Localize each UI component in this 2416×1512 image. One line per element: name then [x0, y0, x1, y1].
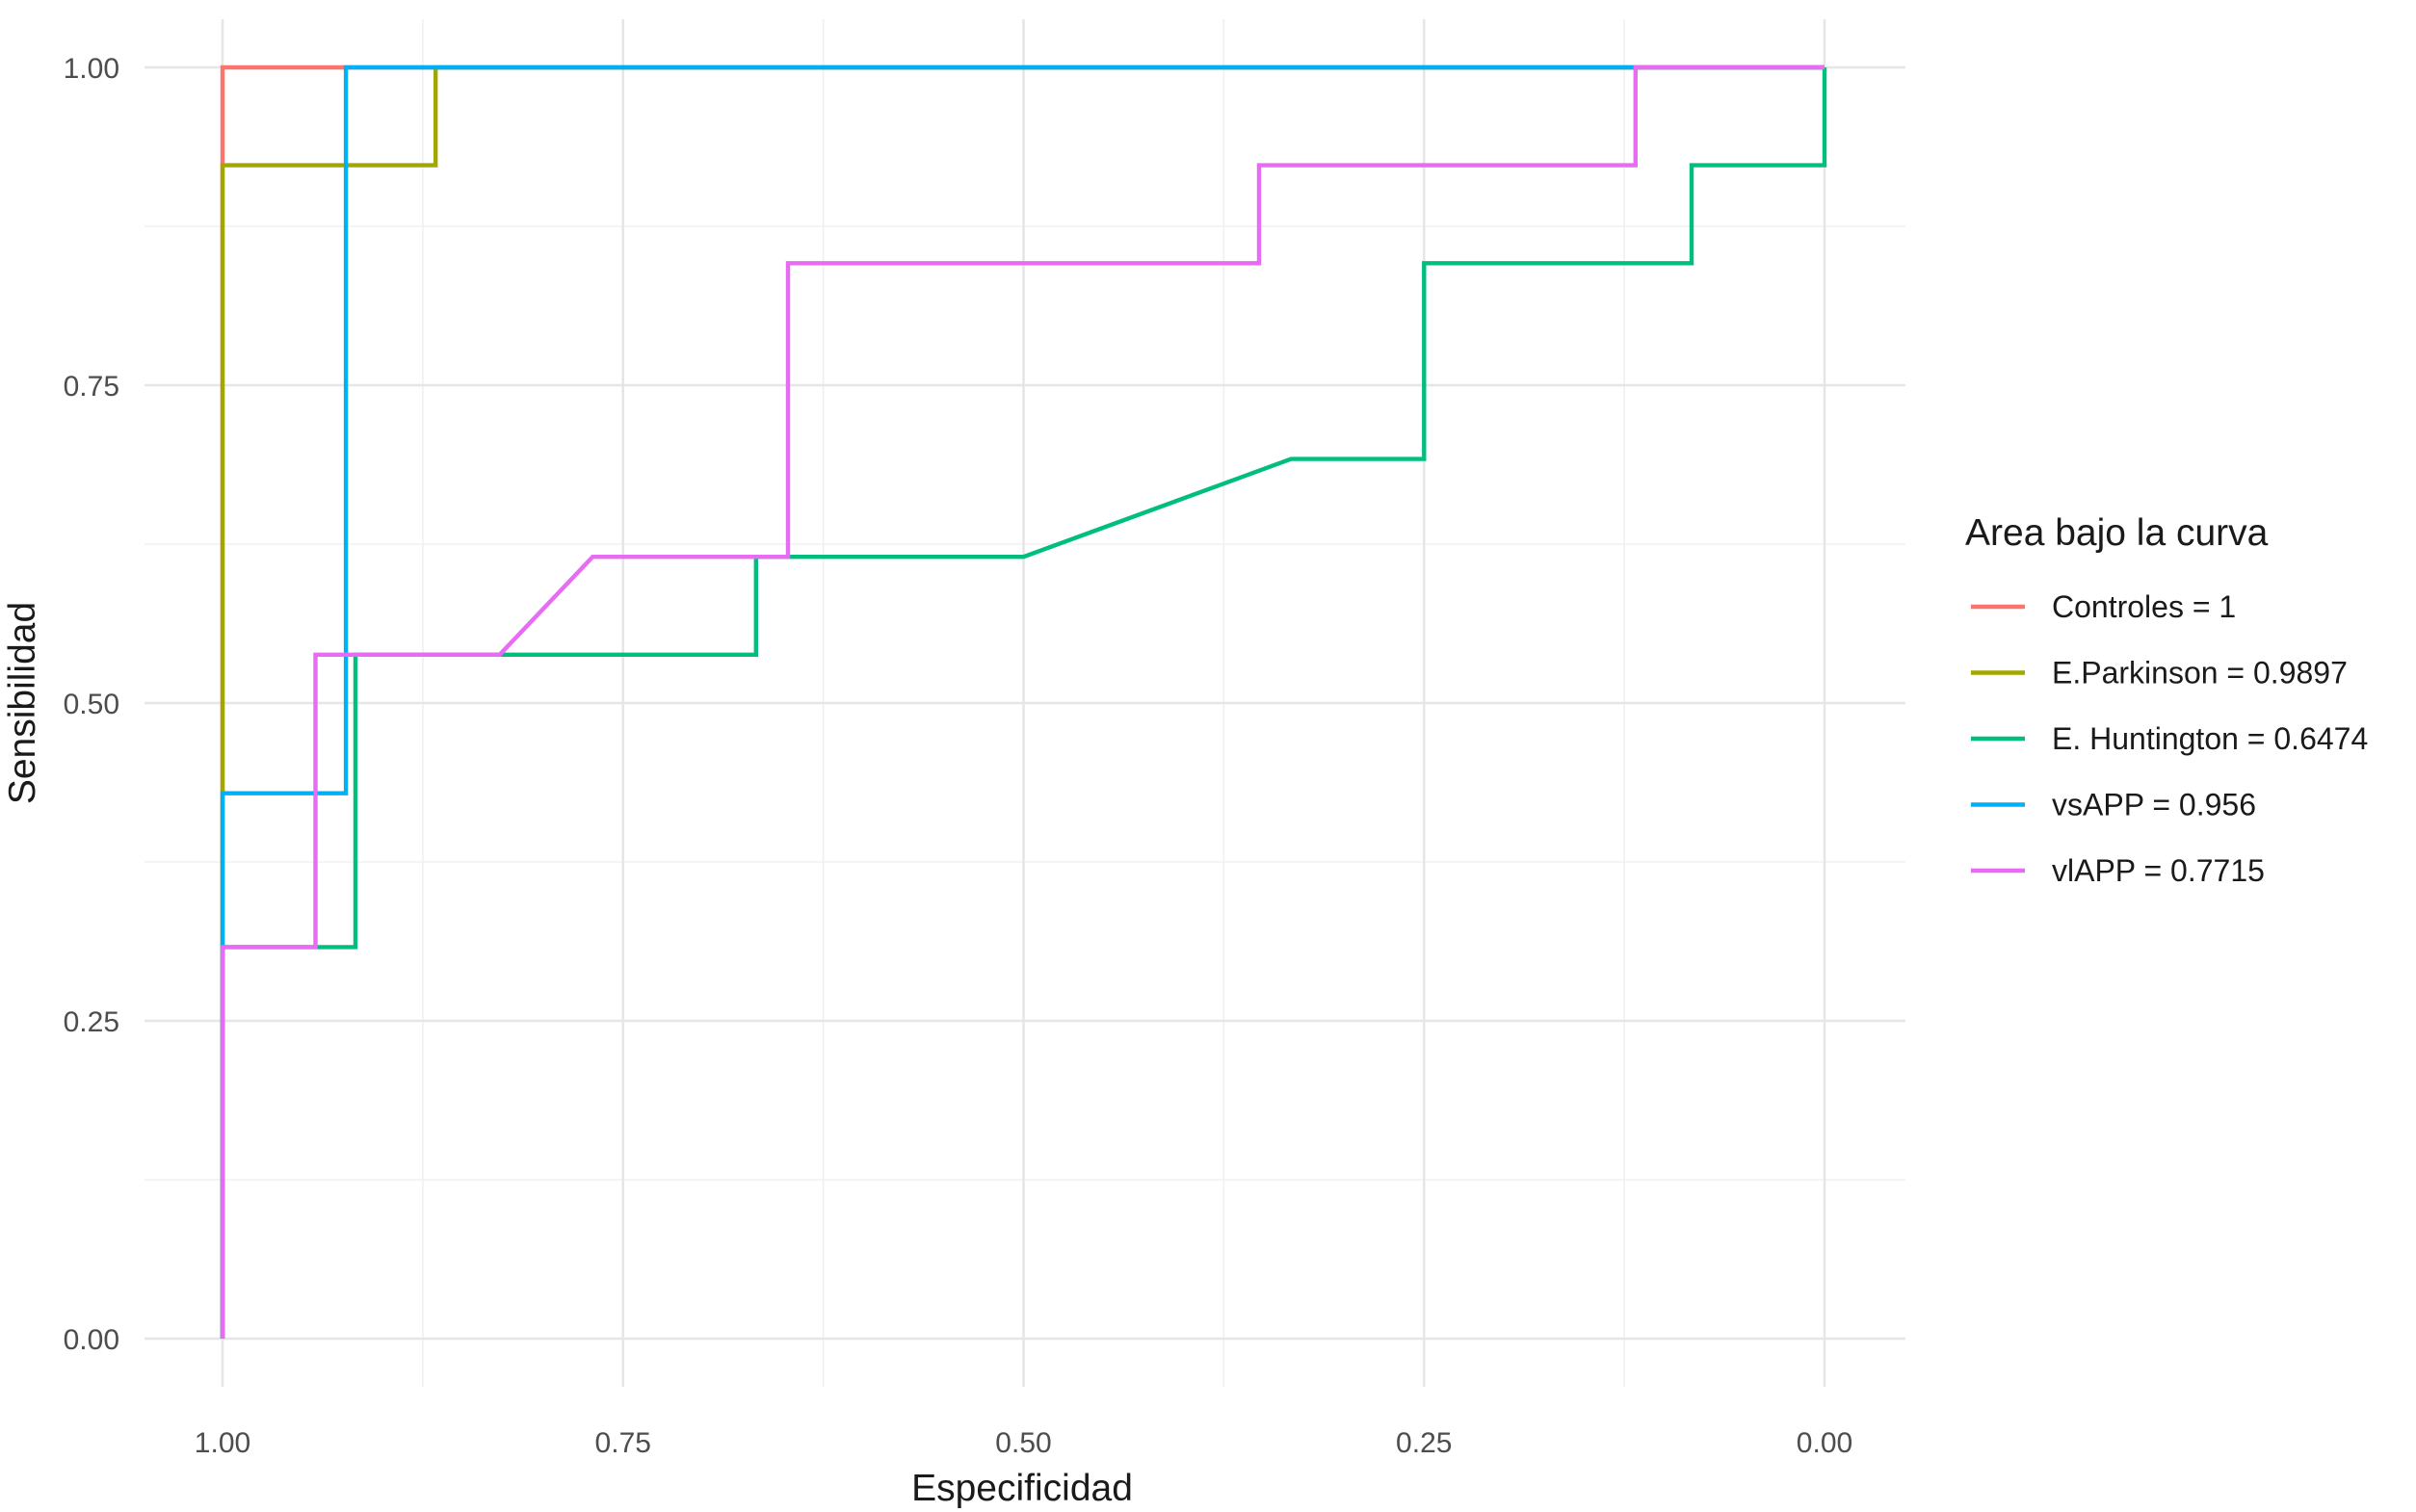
x-tick-labels: 1.00 0.75 0.50 0.25 0.00	[195, 1427, 1852, 1459]
series-lines	[220, 65, 1827, 1339]
y-tick-label: 0.25	[64, 1006, 119, 1038]
x-tick-label: 1.00	[195, 1427, 250, 1459]
y-tick-label: 1.00	[64, 53, 119, 85]
y-tick-label: 0.00	[64, 1324, 119, 1356]
y-axis-title: Sensibilidad	[2, 602, 43, 804]
x-tick-label: 0.75	[595, 1427, 651, 1459]
legend-label: E.Parkinson = 0.9897	[2052, 656, 2348, 691]
legend-title: Area bajo la curva	[1965, 512, 2269, 554]
legend-item: vsAPP = 0.956	[1971, 788, 2256, 822]
grid-layer	[144, 19, 1905, 1387]
x-tick-label: 0.25	[1396, 1427, 1452, 1459]
legend-item: Controles = 1	[1971, 589, 2236, 624]
series-line-3	[220, 67, 1827, 1339]
legend-label: Controles = 1	[2052, 589, 2236, 624]
legend-label: E. Huntington = 0.6474	[2052, 721, 2368, 756]
legend-item: vlAPP = 0.7715	[1971, 853, 2265, 888]
legend-item: E.Parkinson = 0.9897	[1971, 656, 2348, 691]
x-tick-label: 0.00	[1797, 1427, 1852, 1459]
y-tick-labels: 0.00 0.25 0.50 0.75 1.00	[64, 53, 119, 1356]
y-tick-label: 0.75	[64, 371, 119, 403]
y-tick-label: 0.50	[64, 689, 119, 720]
legend-label: vlAPP = 0.7715	[2052, 853, 2265, 888]
series-line-5	[220, 65, 1825, 1339]
x-tick-label: 0.50	[995, 1427, 1051, 1459]
legend-items: Controles = 1 E.Parkinson = 0.9897 E. Hunt…	[1971, 589, 2368, 888]
legend-item: E. Huntington = 0.6474	[1971, 721, 2368, 756]
x-axis-title: Especificidad	[911, 1468, 1133, 1509]
legend: Area bajo la curva Controles = 1 E.Parkin…	[1965, 512, 2368, 888]
legend-label: vsAPP = 0.956	[2052, 788, 2256, 822]
